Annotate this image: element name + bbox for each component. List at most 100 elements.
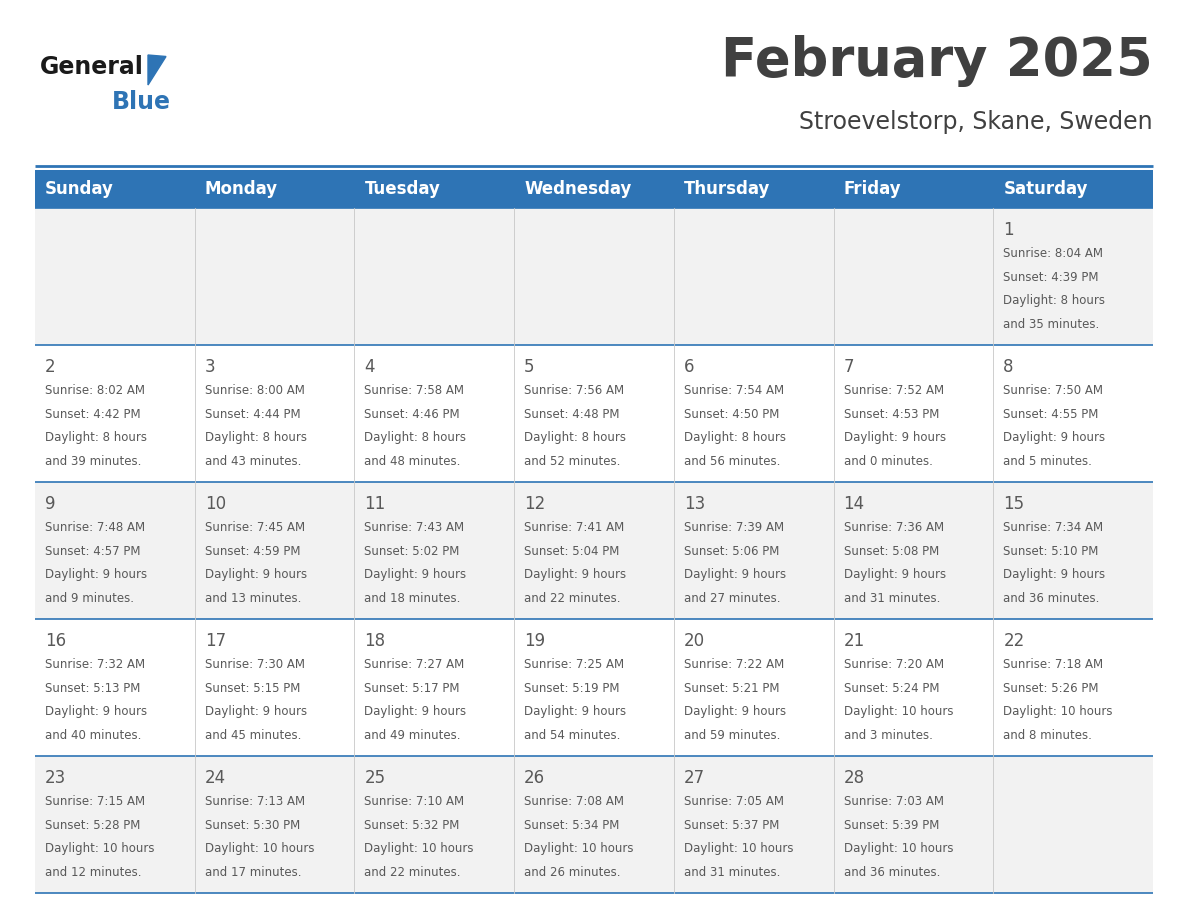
Text: Daylight: 10 hours: Daylight: 10 hours [365,842,474,856]
Text: and 0 minutes.: and 0 minutes. [843,454,933,468]
Text: Tuesday: Tuesday [365,180,441,198]
Text: Daylight: 9 hours: Daylight: 9 hours [1004,568,1105,581]
Text: and 12 minutes.: and 12 minutes. [45,866,141,879]
Text: 14: 14 [843,495,865,513]
Text: 19: 19 [524,632,545,650]
Text: Sunset: 5:06 PM: Sunset: 5:06 PM [684,544,779,557]
Text: 10: 10 [204,495,226,513]
Text: 1: 1 [1004,221,1013,239]
Text: and 49 minutes.: and 49 minutes. [365,729,461,742]
Text: 25: 25 [365,769,386,787]
Text: and 17 minutes.: and 17 minutes. [204,866,302,879]
Bar [34,345,1154,482]
Text: Daylight: 10 hours: Daylight: 10 hours [843,842,953,856]
Text: 27: 27 [684,769,704,787]
Text: Daylight: 9 hours: Daylight: 9 hours [1004,431,1105,444]
Text: 23: 23 [45,769,67,787]
Text: Sunrise: 7:22 AM: Sunrise: 7:22 AM [684,658,784,671]
Bar [34,482,1154,619]
Text: and 31 minutes.: and 31 minutes. [684,866,781,879]
Text: Sunset: 5:24 PM: Sunset: 5:24 PM [843,681,939,695]
Text: Sunrise: 7:50 AM: Sunrise: 7:50 AM [1004,384,1104,397]
Text: 7: 7 [843,358,854,376]
Text: 8: 8 [1004,358,1013,376]
Text: and 8 minutes.: and 8 minutes. [1004,729,1092,742]
Text: Sunrise: 7:20 AM: Sunrise: 7:20 AM [843,658,943,671]
Text: Sunset: 5:13 PM: Sunset: 5:13 PM [45,681,140,695]
Text: and 13 minutes.: and 13 minutes. [204,592,301,605]
Text: Sunset: 5:02 PM: Sunset: 5:02 PM [365,544,460,557]
Text: Sunset: 4:57 PM: Sunset: 4:57 PM [45,544,140,557]
Text: Sunrise: 7:56 AM: Sunrise: 7:56 AM [524,384,624,397]
Text: Sunrise: 7:08 AM: Sunrise: 7:08 AM [524,795,624,808]
Text: 20: 20 [684,632,704,650]
Text: Sunrise: 7:58 AM: Sunrise: 7:58 AM [365,384,465,397]
Text: 21: 21 [843,632,865,650]
Text: 24: 24 [204,769,226,787]
Text: Sunset: 5:28 PM: Sunset: 5:28 PM [45,819,140,832]
Text: Sunrise: 8:00 AM: Sunrise: 8:00 AM [204,384,304,397]
Text: Wednesday: Wednesday [524,180,632,198]
Bar [34,208,1154,345]
Text: Sunset: 5:15 PM: Sunset: 5:15 PM [204,681,301,695]
Text: Daylight: 9 hours: Daylight: 9 hours [684,705,786,718]
Text: Daylight: 9 hours: Daylight: 9 hours [843,568,946,581]
Text: and 35 minutes.: and 35 minutes. [1004,318,1100,330]
Text: Thursday: Thursday [684,180,770,198]
Text: Friday: Friday [843,180,902,198]
Text: Daylight: 10 hours: Daylight: 10 hours [1004,705,1113,718]
Text: 13: 13 [684,495,706,513]
Text: General: General [40,55,144,79]
Text: Sunrise: 7:15 AM: Sunrise: 7:15 AM [45,795,145,808]
Text: Daylight: 8 hours: Daylight: 8 hours [204,431,307,444]
Text: Sunrise: 7:13 AM: Sunrise: 7:13 AM [204,795,305,808]
Text: Sunrise: 8:04 AM: Sunrise: 8:04 AM [1004,247,1104,260]
Text: Sunset: 5:04 PM: Sunset: 5:04 PM [524,544,619,557]
Text: Sunset: 5:26 PM: Sunset: 5:26 PM [1004,681,1099,695]
Text: and 9 minutes.: and 9 minutes. [45,592,134,605]
Text: Sunset: 5:10 PM: Sunset: 5:10 PM [1004,544,1099,557]
Text: Daylight: 10 hours: Daylight: 10 hours [843,705,953,718]
Text: 17: 17 [204,632,226,650]
Text: and 36 minutes.: and 36 minutes. [1004,592,1100,605]
Text: 15: 15 [1004,495,1024,513]
Text: Sunrise: 7:52 AM: Sunrise: 7:52 AM [843,384,943,397]
Text: 6: 6 [684,358,694,376]
Bar [34,619,1154,756]
Text: Sunset: 5:37 PM: Sunset: 5:37 PM [684,819,779,832]
Text: Sunrise: 7:39 AM: Sunrise: 7:39 AM [684,521,784,534]
Text: February 2025: February 2025 [721,35,1154,87]
Text: Sunset: 4:48 PM: Sunset: 4:48 PM [524,408,620,420]
Text: and 5 minutes.: and 5 minutes. [1004,454,1092,468]
Text: 16: 16 [45,632,67,650]
Text: 22: 22 [1004,632,1024,650]
Text: Stroevelstorp, Skane, Sweden: Stroevelstorp, Skane, Sweden [800,110,1154,134]
Text: Daylight: 9 hours: Daylight: 9 hours [365,705,467,718]
Text: Daylight: 9 hours: Daylight: 9 hours [365,568,467,581]
Text: and 18 minutes.: and 18 minutes. [365,592,461,605]
Text: and 48 minutes.: and 48 minutes. [365,454,461,468]
Text: Daylight: 10 hours: Daylight: 10 hours [684,842,794,856]
Text: Sunset: 4:39 PM: Sunset: 4:39 PM [1004,271,1099,284]
Text: Sunset: 4:46 PM: Sunset: 4:46 PM [365,408,460,420]
Text: 4: 4 [365,358,375,376]
Text: Sunrise: 7:03 AM: Sunrise: 7:03 AM [843,795,943,808]
Text: Daylight: 9 hours: Daylight: 9 hours [204,568,307,581]
Text: 2: 2 [45,358,56,376]
Text: Sunset: 5:32 PM: Sunset: 5:32 PM [365,819,460,832]
Text: Daylight: 9 hours: Daylight: 9 hours [45,705,147,718]
Text: Sunset: 4:59 PM: Sunset: 4:59 PM [204,544,301,557]
Text: Sunset: 5:17 PM: Sunset: 5:17 PM [365,681,460,695]
Text: Daylight: 9 hours: Daylight: 9 hours [524,568,626,581]
Text: 28: 28 [843,769,865,787]
Text: Sunrise: 7:48 AM: Sunrise: 7:48 AM [45,521,145,534]
Text: Sunrise: 7:43 AM: Sunrise: 7:43 AM [365,521,465,534]
Text: Sunrise: 7:05 AM: Sunrise: 7:05 AM [684,795,784,808]
Text: 26: 26 [524,769,545,787]
Text: Sunrise: 7:25 AM: Sunrise: 7:25 AM [524,658,624,671]
Text: Sunrise: 7:45 AM: Sunrise: 7:45 AM [204,521,305,534]
Text: Daylight: 8 hours: Daylight: 8 hours [365,431,467,444]
Text: Daylight: 10 hours: Daylight: 10 hours [204,842,314,856]
Text: and 45 minutes.: and 45 minutes. [204,729,301,742]
Text: 18: 18 [365,632,386,650]
